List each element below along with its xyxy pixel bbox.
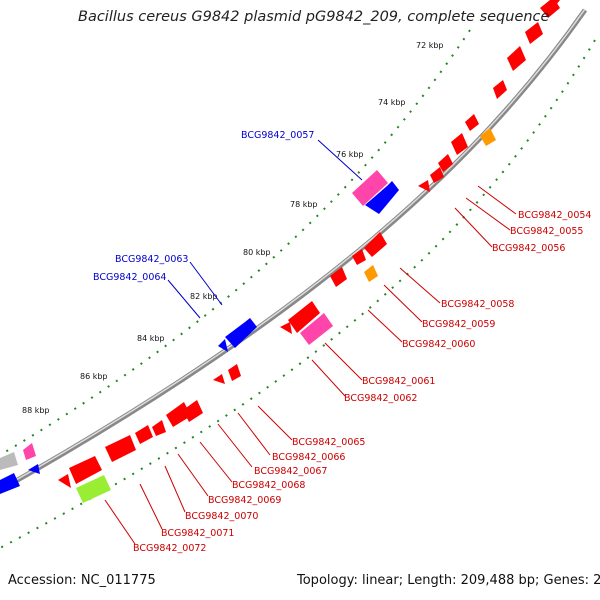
- leader-line: [177, 453, 209, 497]
- gene-arrow[interactable]: [364, 232, 387, 257]
- gene-label[interactable]: BCG9842_0066: [272, 452, 345, 463]
- gene-arrow[interactable]: [525, 22, 543, 44]
- leader-line: [311, 359, 346, 397]
- gene-arrow[interactable]: [352, 170, 388, 206]
- reverse-gene-labels: BCG9842_0057 BCG9842_0063 BCG9842_0064: [93, 130, 363, 319]
- gene-label[interactable]: BCG9842_0054: [518, 210, 591, 221]
- gene-label[interactable]: BCG9842_0067: [254, 466, 327, 477]
- gene-label[interactable]: BCG9842_0064: [93, 272, 166, 283]
- gene-arrow[interactable]: [507, 46, 526, 71]
- gene-label[interactable]: BCG9842_0062: [344, 393, 417, 404]
- gene-arrow[interactable]: [480, 128, 496, 146]
- forward-strand-genes: [58, 0, 560, 503]
- tick-label: 72 kbp: [416, 41, 444, 50]
- gene-arrow[interactable]: [0, 452, 18, 470]
- leader-line: [399, 267, 441, 304]
- tick-label: 78 kbp: [290, 200, 318, 209]
- ruler-tick-labels: 72 kbp 74 kbp 76 kbp 78 kbp 80 kbp 82 kb…: [22, 41, 444, 415]
- gene-label[interactable]: BCG9842_0055: [510, 226, 583, 237]
- backbone-highlight: [0, 8, 586, 490]
- gene-arrow[interactable]: [28, 464, 40, 474]
- tick-label: 86 kbp: [80, 372, 108, 381]
- leader-line: [199, 441, 233, 483]
- gene-label[interactable]: BCG9842_0057: [241, 130, 314, 141]
- gene-arrow[interactable]: [76, 475, 111, 503]
- forward-gene-labels: BCG9842_0054 BCG9842_0055 BCG9842_0056 B…: [104, 185, 591, 554]
- leader-line: [237, 412, 271, 456]
- gene-arrow[interactable]: [213, 374, 225, 384]
- gene-label[interactable]: BCG9842_0061: [362, 376, 435, 387]
- gene-arrow[interactable]: [430, 167, 444, 183]
- gene-arrow[interactable]: [58, 474, 71, 488]
- gene-arrow[interactable]: [465, 114, 479, 131]
- tick-label: 88 kbp: [22, 406, 50, 415]
- gene-arrow[interactable]: [418, 180, 430, 192]
- tick-label: 74 kbp: [378, 98, 406, 107]
- inner-ruler-arc: [0, 39, 596, 549]
- map-title: Bacillus cereus G9842 plasmid pG9842_209…: [78, 9, 550, 25]
- summary-text: Topology: linear; Length: 209,488 bp; Ge…: [297, 573, 600, 588]
- leader-line: [324, 342, 363, 381]
- tick-label: 84 kbp: [137, 334, 165, 343]
- gene-arrow[interactable]: [493, 80, 507, 99]
- tick-label: 80 kbp: [243, 248, 271, 257]
- gene-arrow[interactable]: [218, 339, 228, 352]
- gene-label[interactable]: BCG9842_0063: [115, 254, 188, 265]
- accession-text: Accession: NC_011775: [8, 573, 156, 588]
- leader-line: [217, 423, 253, 468]
- leader-line: [317, 139, 363, 181]
- leader-line: [257, 405, 293, 441]
- gene-arrow[interactable]: [166, 402, 191, 427]
- gene-label[interactable]: BCG9842_0059: [422, 319, 495, 330]
- gene-arrow[interactable]: [228, 364, 241, 381]
- leader-line: [454, 207, 493, 248]
- leader-line: [104, 499, 136, 545]
- gene-arrow[interactable]: [364, 265, 378, 282]
- reverse-strand-genes: [0, 0, 560, 494]
- gene-label[interactable]: BCG9842_0065: [292, 437, 365, 448]
- gene-arrow[interactable]: [225, 318, 257, 348]
- tick-label: 76 kbp: [336, 150, 364, 159]
- gene-label[interactable]: BCG9842_0068: [232, 480, 305, 491]
- gene-arrow[interactable]: [23, 443, 36, 460]
- gene-arrow[interactable]: [152, 420, 166, 436]
- leader-line: [465, 197, 511, 231]
- gene-arrow[interactable]: [69, 456, 102, 484]
- gene-label[interactable]: BCG9842_0070: [185, 511, 258, 522]
- gene-label[interactable]: BCG9842_0072: [133, 543, 206, 554]
- gene-arrow[interactable]: [438, 154, 453, 172]
- leader-line: [139, 483, 163, 530]
- gene-arrow[interactable]: [288, 301, 320, 333]
- gene-arrow[interactable]: [330, 267, 347, 287]
- gene-label[interactable]: BCG9842_0060: [402, 339, 475, 350]
- gene-arrow[interactable]: [542, 0, 560, 18]
- gene-label[interactable]: BCG9842_0071: [161, 528, 234, 539]
- leader-line: [164, 465, 186, 513]
- gene-arrow[interactable]: [280, 322, 292, 334]
- outer-ruler-arc: [0, 29, 471, 456]
- gene-arrow[interactable]: [135, 425, 153, 444]
- leader-line: [167, 279, 201, 319]
- gene-label[interactable]: BCG9842_0069: [208, 495, 281, 506]
- leader-line: [189, 261, 223, 306]
- gene-label[interactable]: BCG9842_0056: [492, 243, 565, 254]
- gene-arrow[interactable]: [0, 473, 20, 494]
- gene-arrow[interactable]: [105, 435, 136, 462]
- tick-label: 82 kbp: [190, 292, 218, 301]
- gene-label[interactable]: BCG9842_0058: [441, 299, 514, 310]
- gene-arrow[interactable]: [352, 249, 366, 265]
- leader-line: [383, 284, 423, 323]
- gene-arrow[interactable]: [300, 313, 333, 345]
- leader-line: [367, 309, 403, 343]
- gene-arrow[interactable]: [451, 133, 468, 155]
- gene-arrow[interactable]: [365, 181, 399, 214]
- leader-line: [477, 185, 517, 215]
